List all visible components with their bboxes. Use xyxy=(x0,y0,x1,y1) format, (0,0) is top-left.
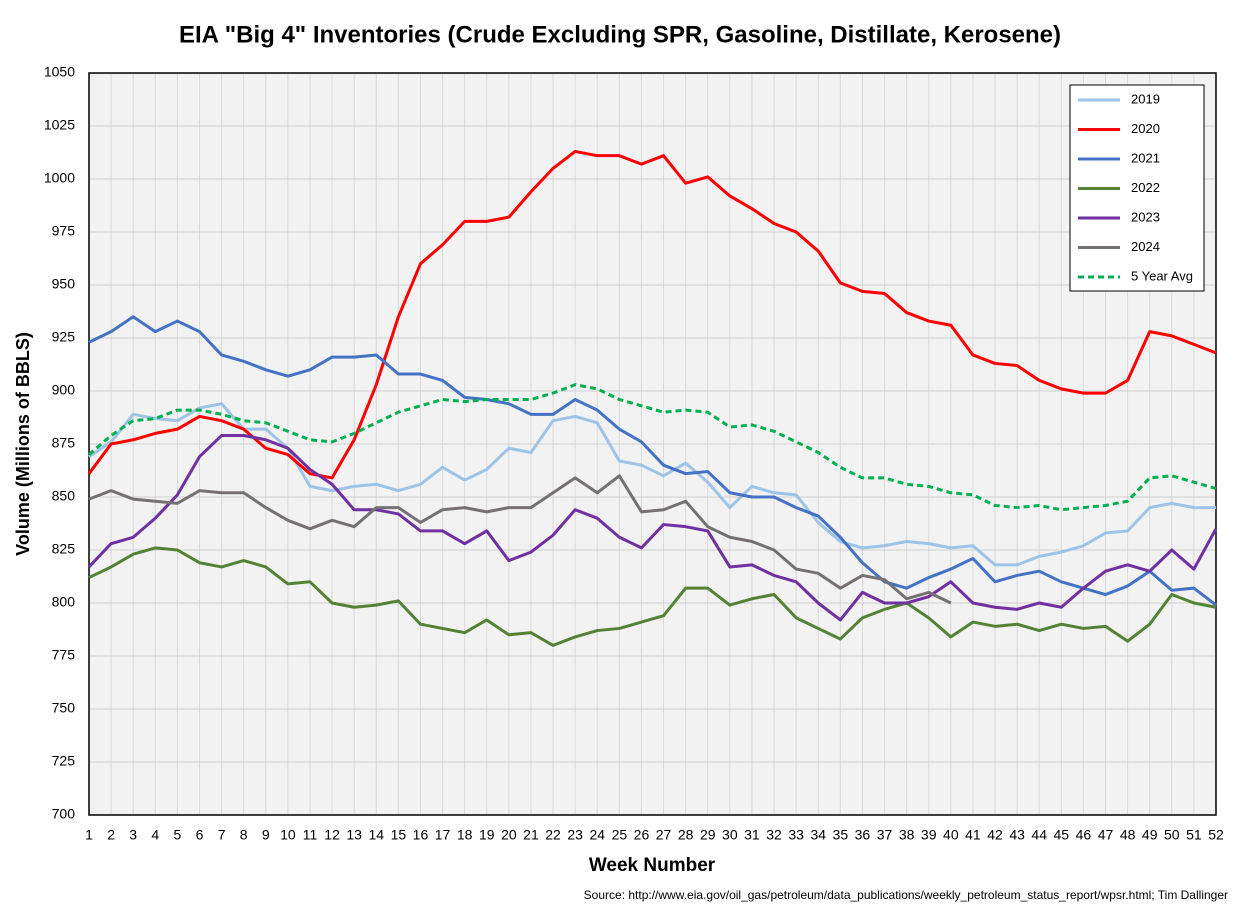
y-tick-label: 875 xyxy=(52,435,76,451)
x-tick-label: 3 xyxy=(129,827,137,843)
plot-border xyxy=(88,72,1217,816)
x-tick-label: 15 xyxy=(391,827,407,843)
x-tick-label: 19 xyxy=(479,827,495,843)
legend-label: 2019 xyxy=(1131,91,1160,106)
x-tick-label: 37 xyxy=(877,827,893,843)
series-line xyxy=(88,315,1217,607)
y-tick-label: 775 xyxy=(52,647,76,663)
x-tick-label: 12 xyxy=(324,827,340,843)
y-tick-label: 725 xyxy=(52,753,76,769)
x-tick-label: 35 xyxy=(833,827,849,843)
series-line xyxy=(88,474,952,605)
y-tick-label: 925 xyxy=(52,329,76,345)
y-tick-label: 1000 xyxy=(44,170,75,186)
x-tick-label: 9 xyxy=(262,827,270,843)
x-tick-label: 32 xyxy=(766,827,782,843)
x-tick-label: 42 xyxy=(987,827,1003,843)
x-tick-label: 52 xyxy=(1208,827,1224,843)
legend-label: 2024 xyxy=(1131,239,1160,254)
series-line xyxy=(87,149,1217,480)
x-tick-label: 46 xyxy=(1076,827,1092,843)
x-tick-label: 8 xyxy=(240,827,248,843)
legend-label: 2020 xyxy=(1131,121,1160,136)
source-note: Source: http://www.eia.gov/oil_gas/petro… xyxy=(584,888,1228,902)
x-tick-label: 7 xyxy=(218,827,226,843)
x-tick-label: 21 xyxy=(523,827,539,843)
x-tick-label: 17 xyxy=(435,827,451,843)
x-tick-label: 28 xyxy=(678,827,694,843)
series-line xyxy=(88,402,1216,567)
x-tick-label: 29 xyxy=(700,827,716,843)
x-tick-label: 20 xyxy=(501,827,517,843)
x-tick-label: 34 xyxy=(810,827,826,843)
x-tick-label: 4 xyxy=(151,827,159,843)
legend-label: 2023 xyxy=(1131,209,1160,224)
legend-label: 5 Year Avg xyxy=(1131,268,1193,283)
x-tick-label: 5 xyxy=(173,827,181,843)
series-line xyxy=(88,383,1217,512)
x-tick-label: 30 xyxy=(722,827,738,843)
x-tick-label: 44 xyxy=(1031,827,1047,843)
x-tick-label: 48 xyxy=(1120,827,1136,843)
x-tick-label: 39 xyxy=(921,827,937,843)
y-tick-label: 750 xyxy=(52,700,76,716)
y-axis-label: Volume (Millions of BBLS) xyxy=(13,332,33,556)
x-tick-label: 14 xyxy=(368,827,384,843)
x-tick-label: 13 xyxy=(346,827,362,843)
y-tick-label: 700 xyxy=(52,806,76,822)
chart-title: EIA "Big 4" Inventories (Crude Excluding… xyxy=(179,21,1061,48)
y-tick-label: 850 xyxy=(52,488,76,504)
x-tick-label: 50 xyxy=(1164,827,1180,843)
x-tick-label: 31 xyxy=(744,827,760,843)
y-tick-label: 975 xyxy=(52,223,76,239)
x-tick-label: 24 xyxy=(589,827,605,843)
x-tick-label: 47 xyxy=(1098,827,1114,843)
x-tick-label: 22 xyxy=(545,827,561,843)
x-tick-label: 27 xyxy=(656,827,672,843)
legend-label: 2022 xyxy=(1131,180,1160,195)
y-tick-label: 900 xyxy=(52,382,76,398)
legend-label: 2021 xyxy=(1131,150,1160,165)
y-tick-label: 1050 xyxy=(44,64,75,80)
x-axis-label: Week Number xyxy=(589,855,716,876)
x-tick-label: 41 xyxy=(965,827,981,843)
x-tick-label: 36 xyxy=(855,827,871,843)
x-tick-label: 23 xyxy=(567,827,583,843)
y-tick-label: 950 xyxy=(52,276,76,292)
series-line xyxy=(88,546,1217,647)
x-tick-label: 10 xyxy=(280,827,296,843)
y-tick-label: 1025 xyxy=(44,117,75,133)
y-tick-label: 800 xyxy=(52,594,76,610)
x-tick-label: 1 xyxy=(85,827,93,843)
x-tick-label: 6 xyxy=(196,827,204,843)
x-tick-label: 2 xyxy=(107,827,115,843)
x-tick-label: 25 xyxy=(612,827,628,843)
x-tick-label: 43 xyxy=(1009,827,1025,843)
x-tick-label: 11 xyxy=(303,827,318,843)
x-tick-label: 45 xyxy=(1054,827,1070,843)
x-tick-label: 49 xyxy=(1142,827,1158,843)
x-tick-label: 18 xyxy=(457,827,473,843)
x-tick-label: 33 xyxy=(788,827,804,843)
x-tick-label: 16 xyxy=(413,827,429,843)
series-line xyxy=(87,434,1218,622)
y-tick-label: 825 xyxy=(52,541,76,557)
x-tick-label: 51 xyxy=(1186,827,1202,843)
x-tick-label: 26 xyxy=(634,827,650,843)
x-tick-label: 38 xyxy=(899,827,915,843)
x-tick-label: 40 xyxy=(943,827,959,843)
